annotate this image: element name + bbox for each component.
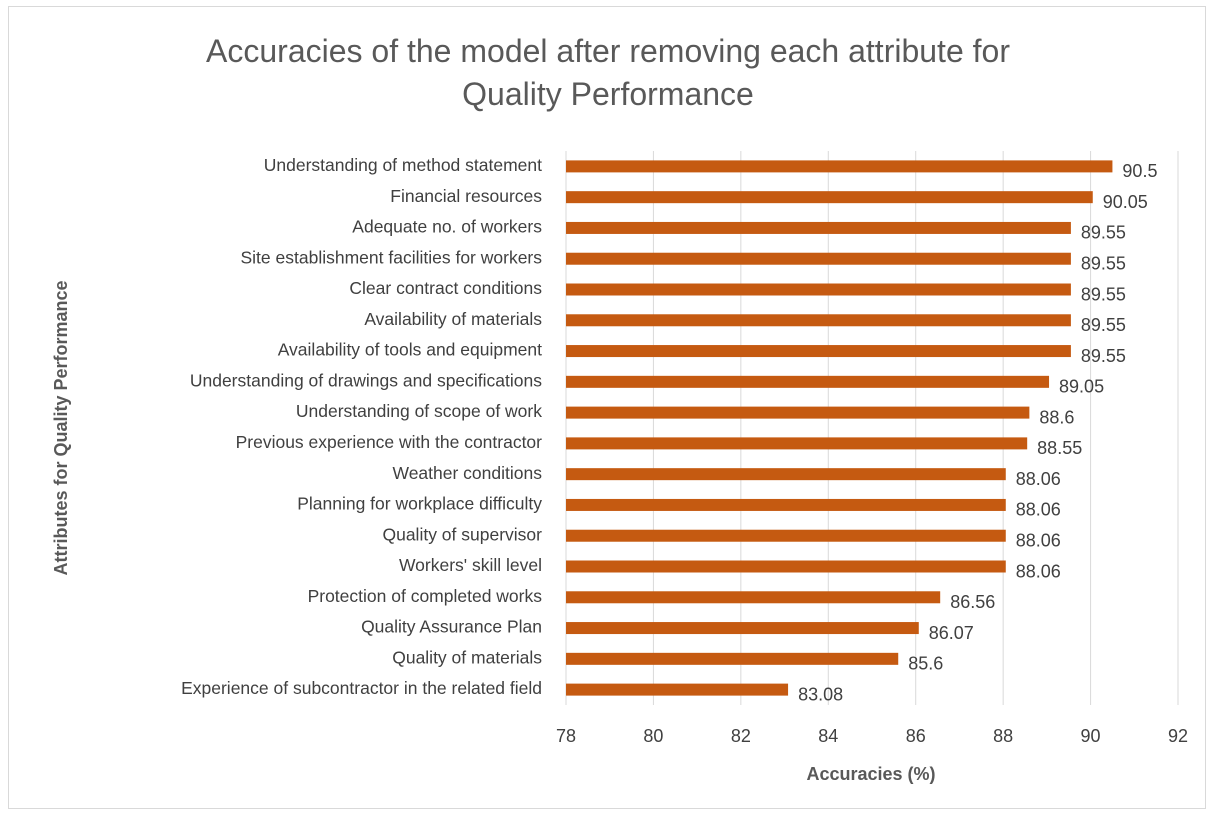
value-label: 86.07 [929, 623, 974, 643]
y-axis-title: Attributes for Quality Performance [51, 280, 71, 575]
x-tick-label: 82 [731, 726, 751, 746]
y-tick-label: Understanding of scope of work [296, 401, 542, 421]
value-label: 88.6 [1039, 407, 1074, 427]
value-label: 89.55 [1081, 223, 1126, 243]
y-tick-label: Availability of materials [364, 309, 542, 329]
value-label: 83.08 [798, 684, 843, 704]
bar [566, 622, 919, 635]
chart-title: Accuracies of the model after removing e… [206, 33, 1010, 112]
value-label: 88.06 [1016, 530, 1061, 550]
bar [566, 406, 1030, 419]
y-tick-label: Quality Assurance Plan [361, 617, 542, 637]
y-tick-label: Weather conditions [393, 463, 543, 483]
bar [566, 652, 899, 665]
bar [566, 221, 1071, 234]
value-label: 88.06 [1016, 561, 1061, 581]
y-tick-label: Site establishment facilities for worker… [241, 247, 543, 267]
value-label: 89.55 [1081, 253, 1126, 273]
chart-border [8, 6, 1206, 809]
y-tick-label: Availability of tools and equipment [278, 340, 542, 360]
bar [566, 160, 1113, 173]
bar [566, 283, 1071, 296]
value-label: 88.06 [1016, 469, 1061, 489]
bar [566, 560, 1006, 573]
bar [566, 468, 1006, 481]
x-tick-label: 84 [818, 726, 838, 746]
value-label: 90.5 [1122, 161, 1157, 181]
y-tick-label: Understanding of method statement [264, 155, 542, 175]
y-tick-label: Quality of materials [392, 647, 542, 667]
bar [566, 314, 1071, 327]
y-tick-label: Experience of subcontractor in the relat… [181, 678, 542, 698]
bar [566, 498, 1006, 511]
y-tick-label: Understanding of drawings and specificat… [190, 370, 542, 390]
x-axis-title: Accuracies (%) [806, 764, 935, 784]
value-label: 88.06 [1016, 500, 1061, 520]
y-tick-label: Planning for workplace difficulty [297, 494, 542, 514]
y-tick-label: Quality of supervisor [382, 524, 542, 544]
x-tick-label: 80 [643, 726, 663, 746]
bar [566, 345, 1071, 358]
value-label: 89.55 [1081, 346, 1126, 366]
x-tick-label: 90 [1081, 726, 1101, 746]
x-tick-label: 88 [993, 726, 1013, 746]
value-label: 88.55 [1037, 438, 1082, 458]
bar [566, 437, 1028, 450]
bar [566, 375, 1050, 388]
y-tick-label: Clear contract conditions [349, 278, 542, 298]
x-tick-label: 92 [1168, 726, 1188, 746]
value-label: 89.05 [1059, 377, 1104, 397]
y-tick-label: Workers' skill level [399, 555, 542, 575]
x-tick-label: 78 [556, 726, 576, 746]
bar [566, 591, 941, 604]
bar [566, 191, 1093, 204]
y-tick-label: Adequate no. of workers [352, 217, 542, 237]
bar [566, 683, 789, 696]
x-tick-label: 86 [906, 726, 926, 746]
value-label: 89.55 [1081, 315, 1126, 335]
bar [566, 529, 1006, 542]
value-label: 85.6 [908, 654, 943, 674]
value-label: 90.05 [1103, 192, 1148, 212]
y-tick-label: Financial resources [390, 186, 542, 206]
value-label: 86.56 [950, 592, 995, 612]
y-tick-label: Previous experience with the contractor [236, 432, 543, 452]
y-tick-label: Protection of completed works [308, 586, 543, 606]
value-label: 89.55 [1081, 284, 1126, 304]
bar [566, 252, 1071, 265]
